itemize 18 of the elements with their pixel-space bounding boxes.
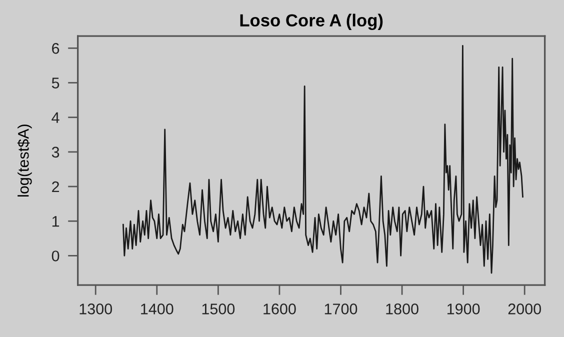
x-tick-label: 1900 (447, 304, 480, 314)
line-series (122, 45, 524, 274)
x-tick-label: 1500 (202, 304, 235, 314)
y-tick-label: 4 (52, 112, 60, 123)
y-tick-label: 6 (52, 43, 60, 54)
x-tick-label: 1600 (264, 304, 296, 314)
x-tick-label: 2000 (508, 304, 541, 314)
x-tick-label: 1300 (80, 304, 112, 314)
x-tick-label: 1800 (386, 304, 418, 314)
x-tick-label: 1400 (141, 304, 174, 314)
y-tick-label: 5 (52, 78, 60, 88)
chart-title: Loso Core A (log) (240, 14, 383, 30)
y-tick-label: 1 (52, 216, 60, 227)
y-tick-label: 3 (52, 146, 60, 158)
x-tick-label: 1700 (324, 304, 358, 314)
y-tick-label: 0 (52, 250, 60, 262)
y-axis-title: log(test$A) (17, 124, 32, 196)
y-tick-label: 2 (52, 181, 60, 192)
